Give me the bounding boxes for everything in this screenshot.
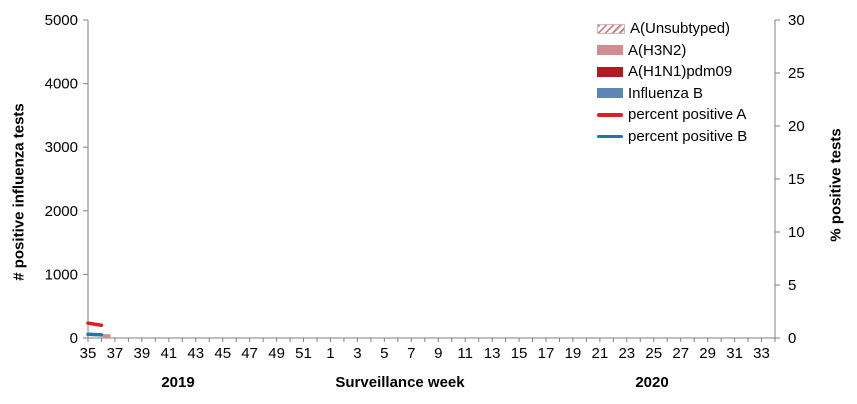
x-axis-tick-label: 47 (241, 345, 258, 362)
legend-item-percent-positive-b: percent positive B (597, 126, 747, 148)
year-label-2019: 2019 (161, 374, 195, 391)
legend: A(Unsubtyped) A(H3N2) A(H1N1)pdm09 Influ… (597, 18, 747, 147)
left-axis-tick-label: 5000 (45, 12, 78, 29)
x-axis-tick-label: 11 (457, 345, 473, 362)
x-axis-tick-label: 49 (268, 345, 285, 362)
x-axis-tick-label: 25 (645, 345, 662, 362)
solid-bar-swatch-icon (597, 45, 623, 56)
legend-label: percent positive B (628, 127, 748, 145)
left-axis-tick-label: 4000 (45, 76, 78, 93)
x-axis-tick-label: 41 (160, 345, 177, 362)
left-axis-tick-label: 1000 (45, 266, 78, 283)
x-axis-tick-label: 35 (80, 345, 97, 362)
x-axis-tick-label: 33 (753, 345, 770, 362)
right-axis-tick-label: 0 (788, 330, 796, 347)
x-axis-tick-label: 43 (187, 345, 204, 362)
x-axis-tick-label: 7 (407, 345, 415, 362)
left-axis-title: # positive influenza tests (10, 103, 28, 281)
x-axis-tick-label: 21 (592, 345, 609, 362)
line-swatch-icon (597, 113, 623, 117)
legend-item-influenza-b: Influenza B (597, 83, 747, 105)
legend-item-a-h1n1pdm09: A(H1N1)pdm09 (597, 61, 747, 83)
legend-item-percent-positive-a: percent positive A (597, 104, 747, 126)
solid-bar-swatch-icon (597, 88, 623, 99)
legend-item-a-h3n2: A(H3N2) (597, 40, 747, 62)
x-axis-tick-label: 13 (484, 345, 501, 362)
year-label-2020: 2020 (635, 374, 669, 391)
legend-label: Influenza B (628, 84, 704, 102)
left-axis-tick-label: 2000 (45, 203, 78, 220)
left-axis-tick-label: 0 (70, 330, 78, 347)
hatched-bar-swatch-icon (597, 23, 625, 34)
x-axis-tick-label: 45 (214, 345, 231, 362)
line-percent-positive-b (86, 332, 104, 337)
x-axis-tick-label: 1 (326, 345, 334, 362)
x-axis-tick-label: 27 (672, 345, 689, 362)
x-axis-tick-label: 39 (134, 345, 151, 362)
x-axis-tick-label: 23 (618, 345, 635, 362)
legend-label: A(Unsubtyped) (630, 20, 731, 38)
legend-label: A(H3N2) (628, 41, 687, 59)
x-axis-title: Surveillance week (335, 374, 465, 391)
x-axis-tick-label: 15 (511, 345, 528, 362)
left-axis-tick-label: 3000 (45, 139, 78, 156)
bar-a-h3n2- (102, 334, 111, 338)
legend-label: percent positive A (628, 106, 747, 124)
x-axis-tick-label: 31 (726, 345, 743, 362)
x-axis-tick-label: 9 (434, 345, 442, 362)
right-axis-tick-label: 20 (788, 118, 805, 135)
x-axis-tick-label: 17 (538, 345, 555, 362)
right-axis-tick-label: 25 (788, 65, 805, 82)
x-axis-tick-label: 3 (353, 345, 361, 362)
x-axis-tick-label: 37 (107, 345, 124, 362)
right-axis-tick-label: 5 (788, 277, 796, 294)
legend-item-a-unsubtyped: A(Unsubtyped) (597, 18, 747, 40)
right-axis-tick-label: 10 (788, 224, 805, 241)
solid-bar-swatch-icon (597, 66, 623, 77)
x-axis-tick-label: 51 (295, 345, 312, 362)
right-axis-title: % positive tests (827, 128, 845, 242)
right-axis-tick-label: 30 (788, 12, 805, 29)
x-axis-tick-label: 29 (699, 345, 716, 362)
x-axis-tick-label: 5 (380, 345, 388, 362)
x-axis-tick-label: 19 (565, 345, 582, 362)
line-swatch-icon (597, 134, 623, 138)
legend-label: A(H1N1)pdm09 (628, 63, 733, 81)
line-percent-positive-a (86, 321, 104, 328)
right-axis-tick-label: 15 (788, 171, 805, 188)
